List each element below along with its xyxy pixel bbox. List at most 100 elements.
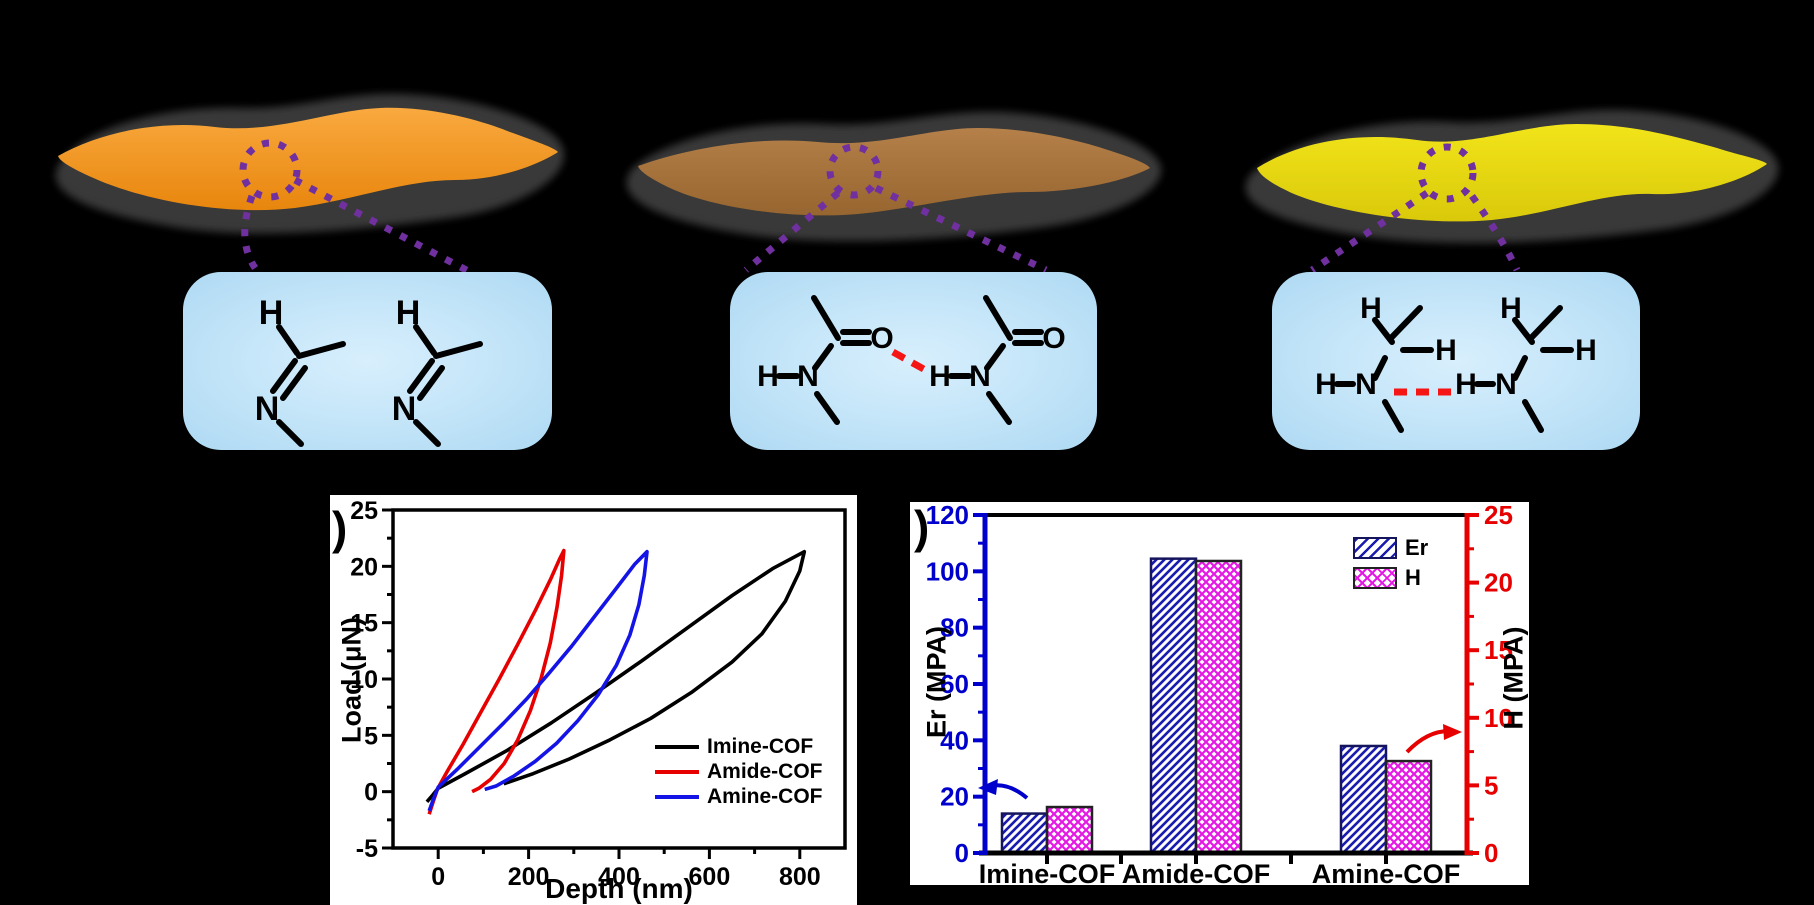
er-bar-amine-cof bbox=[1339, 744, 1388, 855]
legend-item-er: Er bbox=[1353, 535, 1429, 560]
legend-item-amide-cof: Amide-COF bbox=[655, 760, 823, 783]
er-bar-amide-cof bbox=[1149, 557, 1198, 855]
category-ticks bbox=[1045, 853, 1388, 864]
svg-text:0: 0 bbox=[1484, 838, 1498, 868]
zoom-circle bbox=[1417, 143, 1477, 203]
atom-label: H bbox=[1455, 368, 1477, 401]
svg-text:5: 5 bbox=[364, 722, 378, 750]
legend-item-amine-cof: Amine-COF bbox=[655, 785, 823, 808]
amine-structure-drawing: H H H N H H H N bbox=[1315, 292, 1597, 433]
zoom-circle bbox=[239, 139, 301, 201]
h-bar-amine-cof bbox=[1384, 759, 1433, 855]
svg-text:5: 5 bbox=[1484, 770, 1498, 800]
callout-leg-left bbox=[1310, 190, 1429, 273]
svg-text:0: 0 bbox=[364, 779, 378, 807]
callout-leg-left bbox=[743, 190, 841, 273]
svg-text:20: 20 bbox=[350, 553, 378, 581]
load-depth-chart: -5 0 5 10 15 20 25 0 200 400 600 800 bbox=[350, 497, 847, 891]
line-chart-legend: Imine-COF Amide-COF Amine-COF bbox=[655, 735, 823, 808]
amide-structure-drawing: H N O H N O bbox=[757, 295, 1066, 425]
atom-label: O bbox=[1042, 322, 1065, 355]
zoom-callout-dotted-lines bbox=[1310, 143, 1521, 273]
left-axis-ticks bbox=[973, 513, 985, 855]
atom-label: H bbox=[1500, 292, 1522, 325]
modulus-hardness-bar-chart-panel: ) 0 20 40 60 80 100 120 0 5 10 15 20 25 Er (MPA) H (… bbox=[910, 500, 1529, 885]
atom-label: N bbox=[969, 360, 991, 393]
svg-text:15: 15 bbox=[350, 610, 378, 638]
svg-text:400: 400 bbox=[598, 863, 640, 891]
series-amide-cof bbox=[427, 548, 566, 815]
svg-text:120: 120 bbox=[926, 502, 969, 530]
legend-item-h: H bbox=[1353, 565, 1428, 590]
right-axis-ticks bbox=[1467, 513, 1479, 855]
svg-text:0: 0 bbox=[431, 863, 445, 891]
amide-structure-box: H N O H N O bbox=[730, 272, 1097, 450]
svg-text:200: 200 bbox=[508, 863, 550, 891]
svg-text:0: 0 bbox=[955, 838, 969, 868]
right-y-axis-title: H (MPA) bbox=[1498, 626, 1529, 730]
imine-line-swatch bbox=[655, 745, 699, 749]
amine-line-swatch bbox=[655, 795, 699, 799]
h-hatch-swatch bbox=[1353, 567, 1397, 589]
svg-text:20: 20 bbox=[1484, 568, 1513, 598]
membrane-sheet-yellow bbox=[1257, 124, 1767, 222]
atom-label: H bbox=[1435, 334, 1457, 367]
panel-label-d: ) bbox=[914, 501, 930, 553]
zoom-circle bbox=[826, 143, 882, 199]
left-axis-labels: 0 20 40 60 80 100 120 bbox=[926, 500, 969, 868]
legend-label: Amide-COF bbox=[707, 760, 823, 783]
atom-label: H bbox=[396, 294, 421, 332]
svg-text:10: 10 bbox=[1484, 703, 1513, 733]
atom-label: H bbox=[1575, 334, 1597, 367]
left-y-axis-title: Er (MPA) bbox=[921, 626, 952, 738]
h-bar-amide-cof bbox=[1194, 559, 1243, 855]
load-depth-chart-panel: ) -5 0 5 10 15 20 25 0 200 400 600 800 Load (μN) De… bbox=[330, 495, 857, 905]
h-axis-arrowhead bbox=[1443, 724, 1462, 740]
svg-text:-5: -5 bbox=[356, 835, 378, 863]
axis-tick-labels: -5 0 5 10 15 20 25 0 200 400 600 800 bbox=[350, 497, 820, 891]
atom-label: N bbox=[392, 390, 417, 428]
atom-label: N bbox=[1355, 368, 1377, 401]
imine-cof-membrane-illustration bbox=[55, 93, 565, 276]
amide-line-swatch bbox=[655, 770, 699, 774]
svg-text:40: 40 bbox=[940, 725, 969, 755]
x-axis-title: Depth (nm) bbox=[545, 873, 693, 904]
category-label-imine-cof: Imine-COF bbox=[978, 859, 1116, 889]
imine-structure-drawing: H N H N bbox=[255, 294, 483, 447]
bar-chart-legend: Er H bbox=[1353, 535, 1429, 590]
amine-structure-box: H H H N H H H N bbox=[1272, 272, 1640, 450]
atom-label: N bbox=[1495, 368, 1517, 401]
axis-ticks bbox=[382, 508, 802, 859]
category-label-amine-cof: Amine-COF bbox=[1311, 859, 1461, 889]
bar-chart: 0 20 40 60 80 100 120 0 5 10 15 20 25 bbox=[926, 500, 1513, 868]
legend-label: H bbox=[1405, 565, 1421, 590]
legend-label: Er bbox=[1405, 535, 1429, 560]
panel-label-c: ) bbox=[332, 502, 348, 554]
svg-text:800: 800 bbox=[779, 863, 821, 891]
atom-label: H bbox=[929, 360, 951, 393]
atom-label: H bbox=[757, 360, 779, 393]
atom-label: N bbox=[255, 390, 280, 428]
svg-text:600: 600 bbox=[689, 863, 731, 891]
series-imine-cof bbox=[425, 549, 807, 803]
legend-label: Imine-COF bbox=[707, 735, 814, 758]
amide-cof-membrane-illustration bbox=[626, 111, 1162, 274]
callout-leg-left bbox=[241, 194, 261, 275]
zoom-callout-dotted-lines bbox=[743, 143, 1048, 274]
legend-item-imine-cof: Imine-COF bbox=[655, 735, 823, 758]
membrane-sheet-brown bbox=[638, 128, 1150, 216]
zoom-callout-dotted-lines bbox=[239, 139, 472, 276]
atom-label: O bbox=[870, 322, 893, 355]
legend-label: Amine-COF bbox=[707, 785, 823, 808]
atom-label: H bbox=[1315, 368, 1337, 401]
y-axis-title: Load (μN) bbox=[336, 617, 367, 743]
callout-leg-right bbox=[874, 184, 1048, 274]
atom-label: H bbox=[1360, 292, 1382, 325]
svg-text:100: 100 bbox=[926, 556, 969, 586]
imine-structure-box: H N H N bbox=[183, 272, 552, 450]
svg-text:20: 20 bbox=[940, 782, 969, 812]
svg-text:10: 10 bbox=[350, 666, 378, 694]
atom-label: N bbox=[797, 360, 819, 393]
svg-text:80: 80 bbox=[940, 613, 969, 643]
